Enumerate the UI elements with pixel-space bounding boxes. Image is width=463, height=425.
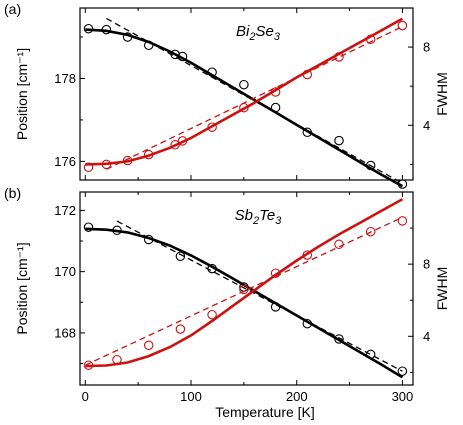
fwhm-data-point — [302, 69, 313, 80]
y-left-axis-label: Position [cm⁻¹] — [14, 48, 30, 140]
fwhm-data-point — [239, 284, 249, 295]
annotation-text: Sb — [235, 207, 253, 224]
fwhm-data-point — [177, 136, 188, 146]
y-left-tick-label: 168 — [54, 325, 76, 340]
y-right-tick-label: 8 — [423, 40, 430, 55]
panel-label: (b) — [4, 185, 21, 201]
position-data-point — [207, 67, 217, 77]
position-data-point — [397, 366, 408, 376]
fwhm-data-point — [170, 140, 180, 150]
material-annotation: Bi2Se3 — [236, 23, 281, 43]
annotation-subscript: 2 — [248, 31, 255, 43]
fwhm-data-point — [397, 20, 408, 31]
panel-b: (b) 0 100 200 300 168 170 172 4 8 Position [cm⁻¹] F… — [4, 185, 450, 404]
position-data-point — [101, 24, 112, 35]
position-data-point — [175, 251, 186, 262]
fwhm-fit-solid-line — [85, 198, 404, 368]
x-tick-label: 200 — [286, 389, 308, 404]
material-annotation: Sb2Te3 — [235, 207, 283, 227]
y-left-tick-label: 176 — [54, 154, 76, 169]
y-left-axis-label: Position [cm⁻¹] — [14, 242, 30, 334]
position-fit-dashed-line — [116, 220, 403, 372]
position-data-point — [143, 40, 154, 51]
position-data-point — [302, 127, 313, 138]
position-data-point — [83, 23, 94, 34]
position-data-point — [239, 79, 249, 90]
position-data-point — [112, 225, 122, 236]
annotation-subscript: 3 — [275, 215, 282, 227]
fwhm-data-point — [101, 159, 112, 170]
position-data-point — [270, 102, 281, 113]
position-fit-dashed-line — [106, 17, 403, 184]
fwhm-data-point — [207, 309, 217, 320]
position-data-point — [302, 318, 313, 329]
fwhm-data-point — [143, 340, 154, 351]
fwhm-data-point — [83, 360, 94, 370]
position-data-point — [397, 179, 408, 189]
fwhm-data-point — [175, 324, 186, 334]
position-data-point — [334, 334, 344, 344]
x-tick-label: 300 — [392, 389, 414, 404]
panel-label: (a) — [4, 1, 21, 17]
fwhm-data-point — [397, 216, 408, 226]
fwhm-data-point — [365, 34, 376, 45]
position-fit-solid-line — [85, 28, 404, 188]
x-tick-label: 100 — [180, 389, 202, 404]
fwhm-data-point — [270, 87, 281, 97]
fwhm-data-point — [270, 268, 281, 278]
position-data-point — [170, 49, 180, 60]
fwhm-fit-dashed-line — [85, 216, 403, 366]
annotation-text: Te — [259, 207, 275, 224]
position-data-point — [143, 234, 154, 245]
plot-frame — [79, 7, 414, 181]
y-right-axis-label: FWHM — [434, 267, 450, 311]
panel-a: (a) 176 178 4 8 Position [cm⁻¹] FWHM Bi2Se3 — [4, 1, 450, 189]
fwhm-data-point — [112, 354, 122, 365]
fwhm-data-point — [143, 149, 154, 160]
y-right-tick-label: 4 — [423, 329, 430, 344]
annotation-subscript: 3 — [274, 31, 281, 43]
plot-frame — [79, 191, 414, 386]
y-left-tick-label: 172 — [54, 203, 76, 218]
y-left-tick-label: 170 — [54, 264, 76, 279]
y-left-tick-label: 178 — [54, 71, 76, 86]
fwhm-data-point — [83, 162, 94, 173]
position-data-point — [177, 51, 188, 62]
fwhm-data-point — [365, 226, 376, 237]
fwhm-data-point — [334, 239, 344, 250]
position-data-point — [83, 222, 94, 232]
position-data-point — [270, 302, 281, 312]
y-right-axis-label: FWHM — [434, 72, 450, 116]
position-data-point — [365, 160, 376, 171]
position-data-point — [334, 135, 344, 146]
fwhm-fit-dashed-line — [106, 26, 403, 170]
position-fit-solid-line — [85, 227, 404, 379]
position-data-point — [122, 32, 133, 42]
x-tick-label: 0 — [82, 389, 89, 404]
x-axis-label: Temperature [K] — [215, 404, 315, 420]
y-right-tick-label: 4 — [423, 118, 430, 133]
annotation-subscript: 2 — [252, 215, 259, 227]
y-right-tick-label: 8 — [423, 257, 430, 272]
position-data-point — [207, 263, 217, 274]
fwhm-data-point — [302, 250, 313, 260]
annotation-text: Se — [255, 23, 273, 40]
fwhm-data-point — [239, 102, 249, 113]
fwhm-fit-solid-line — [85, 17, 404, 166]
fwhm-data-point — [122, 155, 133, 166]
position-data-point — [365, 349, 376, 360]
annotation-text: Bi — [236, 23, 250, 40]
fwhm-data-point — [207, 122, 217, 132]
fwhm-data-point — [334, 52, 344, 62]
